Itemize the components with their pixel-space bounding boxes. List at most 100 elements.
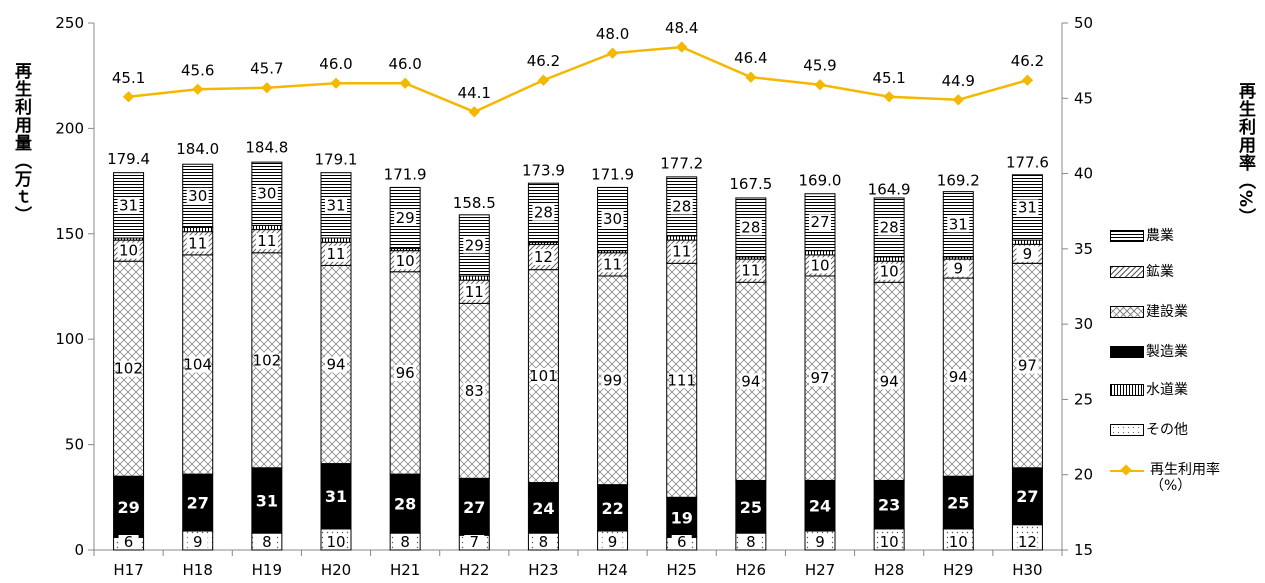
x-tick-label: H19 [252, 561, 282, 579]
bar-segment [735, 479, 767, 534]
bar-segment-label: 97 [1018, 357, 1037, 375]
bar-segment-label: 27 [1016, 487, 1038, 506]
bar-segment-label: 11 [672, 243, 691, 261]
bar-segment-label: 27 [810, 213, 829, 231]
x-tick-label: H18 [183, 561, 213, 579]
bar-segment [251, 224, 283, 231]
bar-segment-label: 10 [880, 533, 899, 551]
bar-label-bg [878, 219, 901, 236]
bar-total-label: 169.2 [937, 171, 980, 189]
bar-segment-label: 28 [394, 495, 416, 514]
bar-segment [873, 479, 905, 530]
x-tick-label: H24 [597, 561, 627, 579]
bar-total-label: 184.8 [245, 138, 288, 156]
bar-segment-label: 10 [326, 533, 345, 551]
bar-segment-label: 9 [815, 533, 825, 551]
y-tick-label-left: 0 [74, 541, 84, 559]
bar-label-bg [533, 535, 554, 549]
bar-segment-label: 10 [949, 533, 968, 551]
bar-total-label: 184.0 [176, 140, 219, 158]
bar-segment [666, 235, 698, 241]
bar-label-bg [394, 364, 417, 381]
total-labels: 179.4 184.0 184.8 179.1 171.9 158.5 173.9 171.9… [107, 138, 1049, 211]
bar-label-bg [809, 214, 831, 231]
x-tick-label: H26 [736, 561, 766, 579]
bar-label-bg [602, 535, 623, 549]
rate-point [122, 91, 135, 103]
bar-label-bg [739, 262, 762, 279]
bar-segment-label: 99 [603, 371, 622, 389]
y-tick-label-left: 250 [55, 14, 84, 32]
legend-swatch-waterworks [1110, 384, 1144, 396]
bar-segment-label: 8 [539, 533, 549, 551]
bar-segment-label: 11 [741, 262, 760, 280]
bar-label-bg [117, 360, 140, 377]
bar-label-bg [532, 368, 555, 385]
y-tick-label-right: 50 [1074, 14, 1093, 32]
y-tick-label-right: 45 [1074, 89, 1093, 107]
bar-segment [597, 484, 629, 532]
legend-item-construction: 建設業 [1110, 302, 1188, 322]
y-axis-label-left: 再生利用量（万ｔ） [11, 62, 31, 224]
rate-line-path [128, 45, 1028, 114]
rate-point-label: 45.9 [803, 57, 836, 75]
bar-total-label: 167.5 [729, 175, 772, 193]
rate-point-label: 46.2 [1011, 52, 1044, 70]
bar-segment-label: 101 [529, 367, 558, 385]
bar-segment-label: 97 [810, 369, 829, 387]
bar-segment-label: 27 [187, 494, 209, 513]
x-tick-label: H21 [390, 561, 420, 579]
legend-swatch-rate [1110, 465, 1144, 477]
x-tick-label: H29 [943, 561, 973, 579]
bar-segment-label: 9 [608, 533, 618, 551]
rate-point-label: 46.4 [734, 49, 767, 67]
bar-segment-label: 10 [880, 263, 899, 281]
legend-item-rate: 再生利用率（%） [1110, 462, 1230, 502]
bar-segment-label: 31 [256, 491, 278, 510]
bar-label-bg [809, 257, 831, 274]
legend-swatch-mining [1110, 266, 1144, 278]
rate-point [399, 77, 411, 89]
bar-label-bg [187, 535, 208, 549]
bar-label-bg [670, 372, 693, 389]
bar-label-bg [670, 198, 693, 215]
bar-segment-label: 28 [534, 204, 553, 222]
bar-total-label: 171.9 [384, 166, 427, 184]
bar-segment-label: 11 [465, 283, 484, 301]
rate-point-label: 46.0 [388, 55, 421, 73]
bar-segment [942, 475, 974, 530]
bar-segment [389, 473, 421, 534]
bar-label-bg [117, 242, 140, 259]
bar-segment [251, 467, 283, 534]
y-axis-label-right: 再生利用率（%） [1235, 82, 1255, 227]
bar-total-label: 169.0 [799, 172, 842, 190]
bar-label-bg [1016, 245, 1039, 262]
bar-label-bg [255, 185, 278, 202]
bar-label-bg [879, 535, 900, 549]
bar-total-label: 171.9 [591, 166, 634, 184]
rate-point [745, 71, 757, 83]
rate-point [537, 74, 550, 86]
bar-label-bg [601, 372, 624, 389]
bar-label-bg [326, 535, 346, 549]
bar-label-bg [671, 535, 692, 549]
y-tick-label-right: 25 [1074, 390, 1093, 408]
bar-segment [527, 482, 559, 534]
bar-segment-label: 11 [257, 232, 276, 250]
bar-label-bg [601, 256, 624, 273]
x-tick-label: H30 [1012, 561, 1042, 579]
bar-segment-label: 28 [880, 218, 899, 236]
bar-segment-label: 31 [1018, 198, 1037, 216]
rate-point [1021, 74, 1034, 86]
legend-label-agriculture: 農業 [1146, 228, 1174, 244]
bar-segment-label: 11 [603, 255, 622, 273]
bar-segment-label: 31 [119, 196, 138, 214]
bar-segment-label: 104 [183, 355, 212, 373]
bar-label-bg [186, 356, 209, 373]
bar-label-bg [601, 211, 624, 228]
x-tick-label: H17 [113, 561, 143, 579]
bar-segment-label: 31 [326, 196, 345, 214]
rate-point [952, 94, 964, 106]
rate-point-label: 48.0 [596, 25, 629, 43]
bar-segment-label: 8 [262, 533, 272, 551]
